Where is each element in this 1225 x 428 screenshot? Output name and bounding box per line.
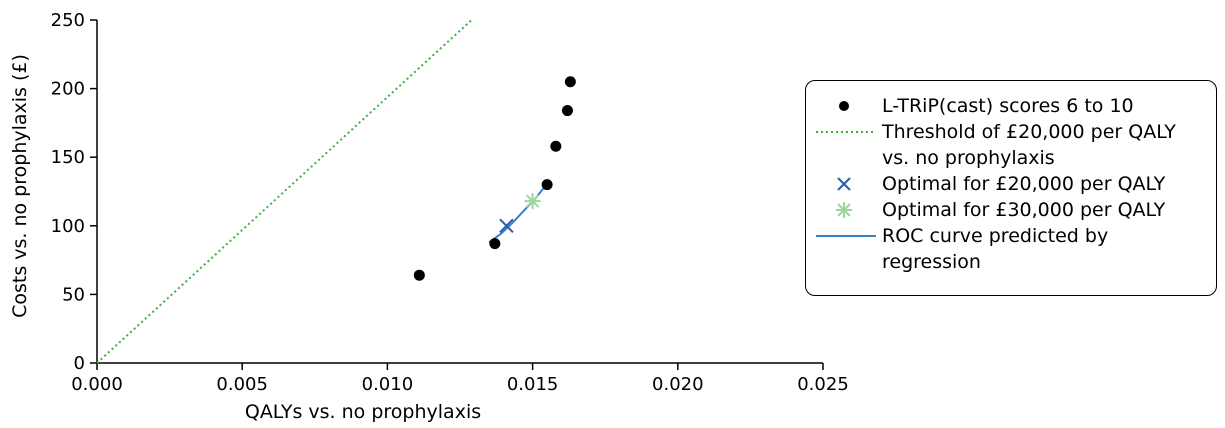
y-axis-label: Costs vs. no prophylaxis (£) bbox=[9, 54, 31, 318]
y-tick-label: 50 bbox=[62, 284, 85, 305]
data-point bbox=[541, 179, 553, 191]
data-point bbox=[550, 140, 562, 152]
data-point bbox=[413, 269, 425, 281]
data-point bbox=[564, 76, 576, 88]
x-tick-label: 0.005 bbox=[216, 374, 268, 395]
dotted-line-icon bbox=[816, 131, 876, 133]
black-dot-icon bbox=[839, 101, 849, 111]
y-tick-label: 150 bbox=[51, 147, 85, 168]
legend-label-optimal-20k: Optimal for £20,000 per QALY bbox=[882, 173, 1166, 195]
y-tick-label: 250 bbox=[51, 10, 85, 31]
x-tick-label: 0.025 bbox=[797, 374, 849, 395]
legend-label-scores: L-TRiP(cast) scores 6 to 10 bbox=[882, 95, 1134, 117]
threshold-line bbox=[96, 19, 473, 364]
roc-curve-line bbox=[488, 186, 545, 244]
x-tick-label: 0.015 bbox=[507, 374, 559, 395]
optimal-20k-marker bbox=[499, 218, 514, 234]
axes: 0.000 0.005 0.010 0.015 0.020 0.025 0 50 100 150 2… bbox=[51, 10, 849, 395]
x-tick-label: 0.000 bbox=[71, 374, 123, 395]
legend-label-optimal-30k: Optimal for £30,000 per QALY bbox=[882, 199, 1166, 221]
legend-label-roc-curve: ROC curve predicted by bbox=[882, 225, 1109, 247]
solid-line-icon bbox=[816, 235, 876, 237]
x-axis-label: QALYs vs. no prophylaxis bbox=[245, 401, 481, 423]
legend-label-threshold: Threshold of £20,000 per QALY bbox=[882, 121, 1176, 143]
x-tick-label: 0.010 bbox=[362, 374, 414, 395]
legend-label-threshold-line2: vs. no prophylaxis bbox=[882, 147, 1055, 169]
series-layer bbox=[96, 19, 576, 364]
y-tick-label: 0 bbox=[74, 353, 85, 374]
data-point bbox=[489, 238, 501, 250]
legend: L-TRiP(cast) scores 6 to 10 Threshold of… bbox=[805, 80, 1217, 296]
y-tick-label: 100 bbox=[51, 216, 85, 237]
optimal-30k-marker bbox=[524, 193, 541, 210]
legend-label-roc-curve-line2: regression bbox=[882, 251, 981, 273]
x-tick-label: 0.020 bbox=[652, 374, 704, 395]
x-marker-icon bbox=[837, 177, 851, 191]
y-tick-label: 200 bbox=[51, 79, 85, 100]
star-marker-icon bbox=[836, 202, 852, 218]
data-point bbox=[561, 105, 573, 117]
